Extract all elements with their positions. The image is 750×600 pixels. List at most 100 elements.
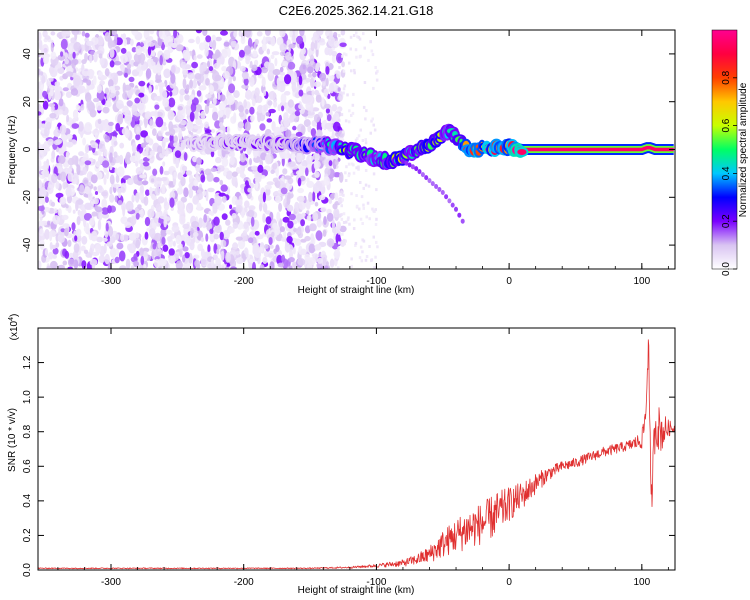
noise-speckle [356,137,359,140]
noise-speckle [269,261,275,269]
noise-speckle [98,254,106,264]
noise-speckle [281,105,285,112]
spectrogram-y-ticks: -40 -20 0 20 40 [22,48,675,252]
noise-speckle [95,206,103,213]
noise-speckle [149,118,154,126]
noise-speckle [157,242,162,249]
noise-speckle [279,150,286,160]
noise-speckle [350,264,353,268]
noise-speckle [300,47,306,55]
noise-speckle [357,35,361,39]
noise-speckle [314,81,321,88]
noise-speckle [348,172,351,176]
noise-speckle [375,240,378,244]
noise-speckle [128,243,136,254]
noise-speckle [137,204,142,210]
noise-speckle [230,40,237,48]
noise-speckle [44,35,51,40]
noise-speckle [71,155,79,165]
noise-speckle [213,216,220,226]
noise-speckle [289,30,293,38]
noise-speckle [320,206,327,213]
noise-speckle [311,89,315,97]
noise-speckle [231,175,238,187]
noise-speckle [276,254,283,265]
noise-speckle [286,194,291,206]
noise-speckle [161,236,166,245]
noise-speckle [145,135,151,143]
noise-speckle [294,238,302,246]
noise-speckle [282,168,288,175]
noise-speckle [60,171,67,182]
noise-speckle [90,142,99,149]
noise-speckle [274,57,278,67]
noise-speckle [75,104,80,111]
noise-speckle [238,111,245,118]
noise-speckle [249,76,255,87]
noise-speckle [97,118,102,125]
noise-speckle [340,113,344,117]
noise-speckle [250,216,255,227]
secondary-branch-blob [414,166,419,172]
noise-speckle [55,242,60,248]
snr-x-ticks: -300 -200 -100 0 100 [57,328,669,588]
noise-speckle [326,212,334,222]
noise-speckle [168,248,175,256]
noise-speckle [200,174,206,183]
noise-speckle [259,264,265,269]
noise-speckle [359,128,362,132]
noise-speckle [357,134,361,138]
spectrogram-x-tick-label: -100 [366,276,386,287]
noise-speckle [93,75,97,86]
noise-speckle [175,260,183,269]
secondary-branch-blob [450,202,455,208]
noise-speckle [348,61,351,65]
noise-speckle [210,128,216,134]
noise-speckle [57,208,62,217]
noise-speckle [74,235,78,242]
noise-speckle [361,139,365,142]
noise-speckle [98,71,103,78]
noise-speckle [185,106,192,116]
noise-speckle [129,155,138,163]
noise-speckle [306,210,310,215]
noise-speckle [350,162,354,166]
signal-blob [517,149,527,155]
noise-speckle [180,61,187,69]
noise-speckle [238,30,242,37]
noise-speckle [196,157,202,166]
noise-speckle [287,99,294,108]
noise-speckle [277,262,285,268]
noise-speckle [365,109,368,113]
noise-speckle [101,207,109,215]
noise-speckle [244,200,250,208]
noise-speckle [197,243,204,252]
noise-speckle [93,97,100,103]
noise-speckle [101,198,108,210]
noise-speckle [333,31,338,38]
noise-speckle [135,192,140,203]
noise-speckle [295,131,303,137]
noise-speckle [217,165,225,172]
noise-speckle [62,181,67,190]
noise-speckle [144,111,152,120]
noise-speckle [200,110,206,120]
noise-speckle [344,119,348,123]
noise-speckle [332,203,338,210]
noise-speckle [225,219,231,226]
noise-speckle [159,258,167,266]
noise-speckle [200,237,205,243]
noise-speckle [180,176,186,187]
noise-speckle [350,192,353,196]
noise-speckle [261,76,266,88]
noise-speckle [98,53,103,59]
noise-speckle [288,257,295,263]
noise-speckle [46,265,52,269]
noise-speckle [359,245,363,249]
noise-speckle [294,30,299,37]
noise-speckle [372,123,375,127]
secondary-branch-blob [404,160,409,166]
noise-speckle [204,129,212,134]
noise-speckle [343,84,347,88]
noise-speckle [309,155,314,162]
